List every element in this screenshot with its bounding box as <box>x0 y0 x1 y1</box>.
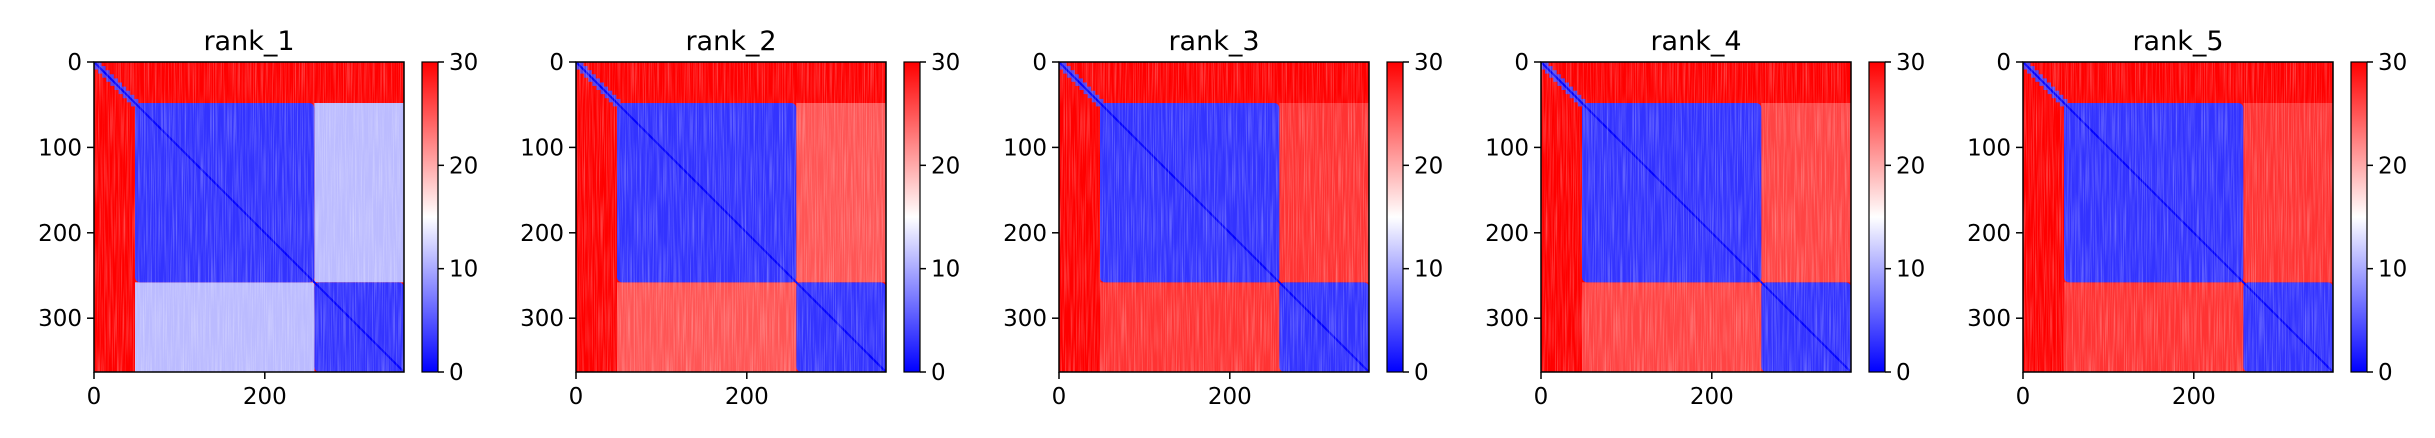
y-tick-label: 200 <box>520 221 564 247</box>
plot-frame <box>1058 61 1370 373</box>
y-tick-label: 200 <box>1485 221 1529 247</box>
plot-frame <box>575 61 887 373</box>
distance-heatmap <box>93 61 405 373</box>
y-tick-label: 100 <box>1003 135 1047 161</box>
y-tick-label: 100 <box>1967 135 2011 161</box>
y-axis: 0 100 200 300 <box>1003 50 1059 332</box>
colorbar: 0 10 20 30 <box>2350 50 2407 386</box>
y-axis: 0 100 200 300 <box>1485 50 1541 332</box>
colorbar-gradient <box>1386 61 1404 373</box>
colorbar-gradient <box>1868 61 1886 373</box>
y-tick-label: 300 <box>1485 306 1529 332</box>
heatmap-texture <box>2023 62 2333 372</box>
colorbar-tick-label: 30 <box>1896 50 1925 76</box>
y-tick-label: 300 <box>1967 306 2011 332</box>
y-tick-label: 300 <box>1003 306 1047 332</box>
x-axis: 0 200 <box>569 372 769 410</box>
colorbar-tick-label: 0 <box>931 360 946 386</box>
x-axis: 0 200 <box>1052 372 1252 410</box>
distance-heatmap <box>575 61 887 373</box>
plot-frame <box>1540 61 1852 373</box>
colorbar: 0 10 20 30 <box>903 50 960 386</box>
x-tick-label: 200 <box>1208 384 1252 410</box>
y-tick-label: 300 <box>520 306 564 332</box>
y-tick-label: 0 <box>67 50 82 76</box>
panel-title: rank_4 <box>1650 26 1741 57</box>
colorbar-tick-label: 20 <box>1414 153 1443 179</box>
x-axis: 0 200 <box>1534 372 1734 410</box>
panel-rank_1: rank_1 0 200 0 100 200 300 0 10 20 30 <box>38 26 478 410</box>
y-axis: 0 100 200 300 <box>520 50 576 332</box>
y-tick-label: 0 <box>549 50 564 76</box>
colorbar: 0 10 20 30 <box>421 50 478 386</box>
colorbar-tick-label: 0 <box>449 360 464 386</box>
colorbar-tick-label: 0 <box>2378 360 2393 386</box>
colorbar-tick-label: 20 <box>1896 153 1925 179</box>
y-tick-label: 0 <box>1514 50 1529 76</box>
heatmap-texture <box>576 62 886 372</box>
x-tick-label: 0 <box>2016 384 2031 410</box>
heatmap-texture <box>1541 62 1851 372</box>
colorbar-tick-label: 20 <box>2378 153 2407 179</box>
x-tick-label: 0 <box>1534 384 1549 410</box>
plot-frame <box>2022 61 2334 373</box>
colorbar-gradient <box>2350 61 2368 373</box>
distance-heatmap <box>1540 61 1852 373</box>
colorbar-tick-label: 20 <box>449 153 478 179</box>
y-tick-label: 100 <box>38 135 82 161</box>
colorbar: 0 10 20 30 <box>1868 50 1925 386</box>
x-axis: 0 200 <box>87 372 287 410</box>
panel-title: rank_2 <box>685 26 776 57</box>
x-tick-label: 0 <box>569 384 584 410</box>
x-tick-label: 200 <box>1690 384 1734 410</box>
y-tick-label: 100 <box>1485 135 1529 161</box>
x-tick-label: 200 <box>2172 384 2216 410</box>
heatmap-texture <box>94 62 404 372</box>
y-tick-label: 200 <box>1967 221 2011 247</box>
y-tick-label: 200 <box>1003 221 1047 247</box>
distance-heatmap <box>1058 61 1370 373</box>
panel-rank_4: rank_4 0 200 0 100 200 300 0 10 20 30 <box>1485 26 1925 410</box>
distance-heatmap <box>2022 61 2334 373</box>
colorbar-gradient <box>421 61 439 373</box>
y-tick-label: 300 <box>38 306 82 332</box>
colorbar-gradient <box>903 61 921 373</box>
colorbar-tick-label: 10 <box>1896 257 1925 283</box>
colorbar-tick-label: 30 <box>2378 50 2407 76</box>
plot-frame <box>93 61 405 373</box>
colorbar-tick-label: 0 <box>1414 360 1429 386</box>
panel-title: rank_5 <box>2132 26 2223 57</box>
colorbar-tick-label: 30 <box>931 50 960 76</box>
colorbar-tick-label: 0 <box>1896 360 1911 386</box>
panel-rank_3: rank_3 0 200 0 100 200 300 0 10 20 30 <box>1003 26 1443 410</box>
panel-rank_5: rank_5 0 200 0 100 200 300 0 10 20 30 <box>1967 26 2407 410</box>
colorbar-tick-label: 10 <box>1414 257 1443 283</box>
panel-rank_2: rank_2 0 200 0 100 200 300 0 10 20 30 <box>520 26 960 410</box>
y-tick-label: 100 <box>520 135 564 161</box>
x-tick-label: 0 <box>87 384 102 410</box>
x-tick-label: 200 <box>243 384 287 410</box>
y-axis: 0 100 200 300 <box>38 50 94 332</box>
panel-title: rank_3 <box>1168 26 1259 57</box>
colorbar-tick-label: 10 <box>449 257 478 283</box>
y-tick-label: 200 <box>38 221 82 247</box>
panel-title: rank_1 <box>203 26 294 57</box>
x-axis: 0 200 <box>2016 372 2216 410</box>
colorbar-tick-label: 10 <box>2378 257 2407 283</box>
colorbar-tick-label: 20 <box>931 153 960 179</box>
y-tick-label: 0 <box>1996 50 2011 76</box>
colorbar: 0 10 20 30 <box>1386 50 1443 386</box>
colorbar-tick-label: 10 <box>931 257 960 283</box>
x-tick-label: 0 <box>1052 384 1067 410</box>
y-axis: 0 100 200 300 <box>1967 50 2023 332</box>
x-tick-label: 200 <box>725 384 769 410</box>
heatmap-texture <box>1059 62 1369 372</box>
colorbar-tick-label: 30 <box>1414 50 1443 76</box>
y-tick-label: 0 <box>1032 50 1047 76</box>
colorbar-tick-label: 30 <box>449 50 478 76</box>
